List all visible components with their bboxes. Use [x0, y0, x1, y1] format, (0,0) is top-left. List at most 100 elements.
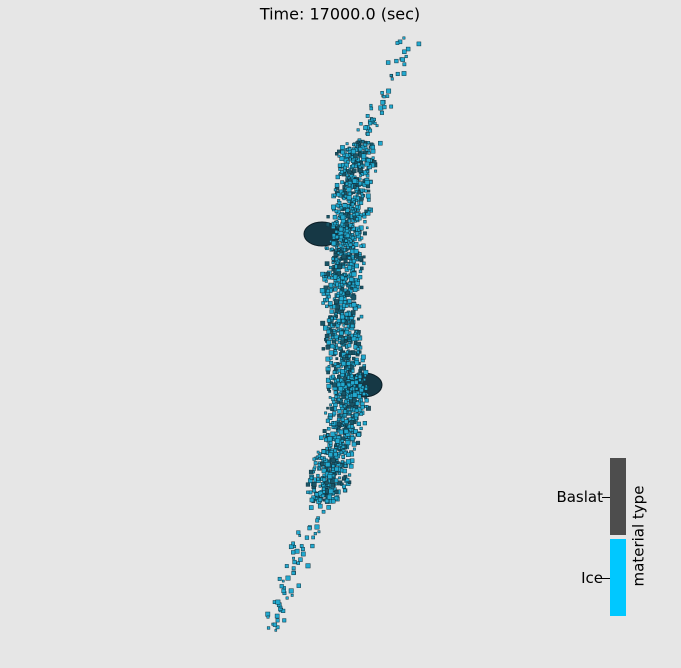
particle	[321, 449, 326, 454]
particle	[362, 421, 367, 426]
particle	[358, 147, 363, 152]
particle	[327, 436, 333, 442]
particle	[357, 190, 362, 195]
particle	[288, 588, 294, 594]
particle	[337, 200, 342, 205]
particle	[334, 257, 339, 262]
particle	[357, 304, 362, 309]
particle	[351, 245, 355, 249]
particle	[329, 356, 333, 360]
particle	[370, 148, 376, 154]
particle	[349, 249, 355, 254]
particle	[359, 412, 364, 416]
particle	[355, 199, 358, 202]
particle	[349, 419, 355, 425]
particle	[356, 317, 360, 321]
particle	[356, 341, 362, 347]
particle	[345, 208, 350, 213]
particle	[331, 257, 335, 261]
particle	[344, 339, 348, 344]
particle	[354, 408, 359, 413]
particle	[333, 188, 337, 192]
particle	[331, 204, 336, 210]
particle	[340, 283, 344, 287]
particle	[362, 231, 367, 236]
particle	[331, 400, 336, 404]
particle	[360, 354, 366, 360]
particle	[346, 386, 351, 391]
particle	[326, 215, 330, 219]
particle	[340, 357, 343, 360]
particle	[364, 398, 369, 403]
particle	[318, 484, 322, 488]
particle	[341, 191, 345, 195]
particle	[326, 340, 332, 345]
particle	[322, 275, 325, 279]
particle	[274, 629, 278, 632]
particle	[320, 320, 326, 326]
particle	[336, 378, 340, 382]
particle	[348, 463, 354, 469]
particle	[348, 473, 352, 477]
particle	[341, 394, 346, 399]
particle	[348, 410, 352, 414]
particle	[321, 301, 325, 305]
particle	[366, 170, 370, 173]
particle	[318, 467, 321, 471]
particle	[326, 406, 329, 410]
particle	[347, 256, 351, 260]
legend-swatch	[610, 539, 626, 616]
particle	[339, 235, 344, 240]
particle	[353, 238, 357, 242]
particle	[329, 309, 334, 314]
particle	[322, 477, 327, 482]
particle	[321, 509, 326, 514]
particle	[348, 394, 352, 398]
particle	[322, 429, 327, 434]
particle	[349, 399, 353, 404]
particle	[355, 141, 359, 145]
particle	[386, 88, 392, 94]
particle	[356, 128, 360, 132]
particle	[328, 452, 333, 458]
particle	[350, 236, 355, 241]
particle	[351, 310, 356, 315]
particle	[352, 356, 356, 361]
particle	[362, 212, 366, 216]
legend: Baslat Ice material type	[556, 458, 648, 616]
particle	[353, 344, 359, 350]
particle	[342, 404, 347, 408]
particle	[356, 347, 361, 351]
particle	[347, 404, 352, 409]
particle	[313, 465, 317, 469]
particle	[296, 583, 301, 588]
particle	[354, 160, 358, 164]
particle	[327, 275, 331, 280]
particle	[324, 246, 328, 250]
particle	[334, 431, 338, 435]
particle	[375, 124, 379, 128]
particle	[337, 149, 341, 154]
particle	[312, 488, 316, 493]
particle	[282, 618, 287, 623]
particle	[385, 60, 391, 65]
particle	[347, 298, 352, 304]
particle	[281, 579, 285, 583]
particle	[389, 74, 393, 77]
particle	[354, 263, 359, 269]
particle	[351, 302, 357, 308]
particle	[332, 328, 336, 332]
particle	[275, 625, 280, 630]
particle	[328, 282, 334, 288]
particle	[365, 114, 370, 118]
particle	[346, 187, 352, 193]
particle	[323, 434, 326, 438]
particle	[337, 414, 341, 418]
particle	[334, 496, 339, 501]
particle	[364, 209, 368, 213]
particle	[332, 283, 336, 287]
particle	[382, 104, 387, 110]
particle	[334, 466, 339, 472]
particle	[332, 322, 337, 327]
